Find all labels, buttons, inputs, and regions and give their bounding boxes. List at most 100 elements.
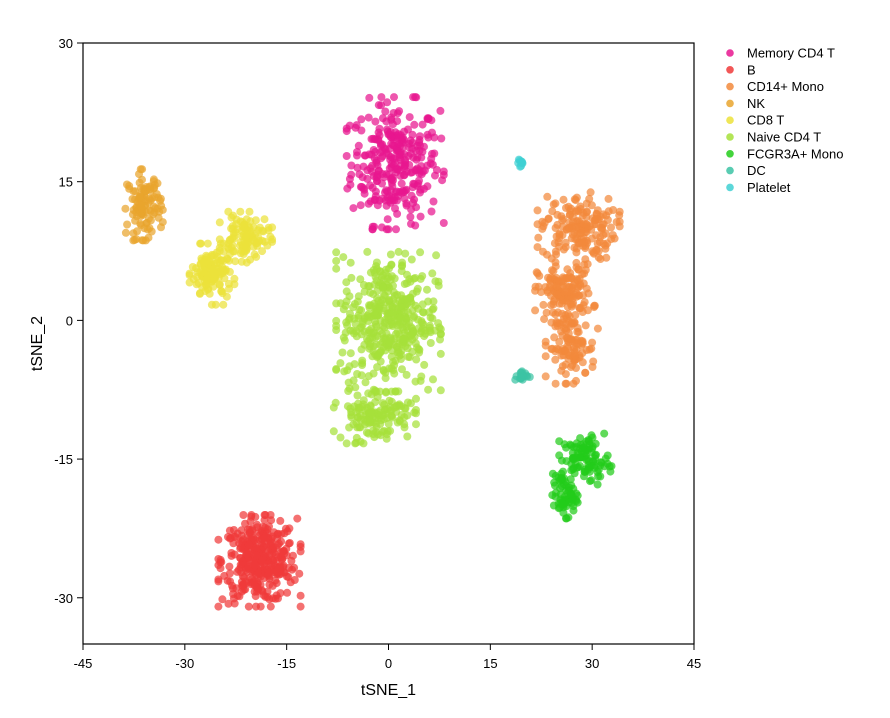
data-point	[353, 148, 361, 156]
data-point	[555, 451, 564, 460]
data-point	[548, 344, 557, 353]
data-point	[230, 274, 239, 283]
data-point	[140, 224, 149, 233]
data-point	[373, 286, 382, 295]
data-point	[128, 210, 137, 219]
data-point	[406, 212, 415, 221]
data-point	[226, 534, 234, 543]
data-point	[394, 387, 403, 396]
data-point	[395, 417, 404, 426]
legend-marker	[726, 66, 734, 74]
data-point	[395, 150, 404, 159]
data-point	[215, 235, 224, 244]
data-point	[397, 355, 405, 363]
data-point	[385, 338, 394, 347]
data-point	[215, 280, 224, 289]
data-point	[389, 176, 397, 185]
data-point	[129, 187, 138, 196]
data-point	[561, 370, 570, 379]
data-point	[382, 201, 391, 210]
legend-marker	[726, 183, 734, 192]
data-point	[372, 322, 381, 331]
data-point	[244, 560, 253, 569]
data-point	[336, 433, 345, 442]
data-point	[265, 551, 274, 559]
data-point	[199, 258, 208, 267]
data-point	[582, 455, 591, 464]
data-point	[539, 247, 547, 256]
data-point	[250, 561, 259, 570]
data-point	[551, 379, 560, 388]
data-point	[590, 303, 599, 312]
data-point	[544, 214, 553, 223]
data-point	[361, 378, 370, 387]
data-point	[382, 225, 391, 234]
series-platelet	[514, 155, 527, 171]
data-point	[378, 179, 386, 188]
data-point	[593, 206, 602, 215]
data-point	[574, 265, 583, 274]
data-point	[575, 453, 584, 462]
data-point	[518, 370, 527, 379]
data-point	[212, 255, 221, 264]
data-point	[581, 465, 589, 474]
data-point	[405, 113, 414, 122]
data-point	[533, 206, 542, 215]
data-point	[425, 321, 434, 330]
data-point	[607, 223, 615, 232]
series-naive-cd4-t	[329, 247, 445, 448]
data-point	[609, 206, 618, 214]
data-point	[385, 144, 394, 153]
data-point	[366, 401, 375, 410]
data-point	[407, 331, 416, 340]
data-point	[266, 602, 275, 611]
data-point	[431, 171, 439, 180]
data-point	[369, 146, 378, 154]
data-point	[366, 181, 375, 190]
data-point	[416, 248, 425, 257]
data-point	[554, 473, 563, 482]
legend-label: NK	[747, 96, 765, 111]
data-point	[357, 115, 366, 124]
data-point	[340, 336, 349, 345]
data-point	[353, 163, 362, 172]
data-point	[373, 172, 382, 181]
data-point	[361, 406, 370, 415]
data-point	[590, 220, 599, 229]
data-point	[146, 185, 155, 194]
data-point	[602, 253, 611, 262]
data-point	[408, 183, 417, 192]
data-point	[409, 313, 418, 322]
data-point	[540, 315, 549, 324]
data-point	[533, 243, 542, 252]
data-point	[282, 572, 291, 581]
data-point	[342, 439, 351, 448]
data-point	[276, 589, 285, 598]
legend-marker	[726, 99, 734, 108]
data-point	[331, 398, 340, 407]
data-point	[572, 248, 581, 257]
data-point	[250, 250, 259, 259]
data-point	[371, 419, 380, 428]
data-point	[347, 161, 356, 170]
data-point	[382, 170, 391, 179]
data-point	[600, 429, 609, 438]
data-point	[429, 197, 438, 206]
data-point	[397, 179, 406, 188]
legend-marker	[726, 82, 734, 91]
data-point	[417, 372, 426, 381]
x-tick-label: 45	[687, 656, 701, 671]
data-point	[345, 314, 354, 323]
data-point	[218, 595, 227, 604]
data-point	[369, 369, 378, 378]
data-point	[411, 377, 420, 386]
data-point	[409, 274, 418, 283]
data-point	[427, 154, 436, 163]
data-point	[615, 207, 624, 216]
legend-marker	[726, 49, 734, 57]
data-point	[400, 404, 409, 413]
data-point	[418, 120, 427, 129]
data-point	[578, 239, 587, 247]
data-point	[568, 294, 577, 303]
data-point	[357, 345, 366, 354]
